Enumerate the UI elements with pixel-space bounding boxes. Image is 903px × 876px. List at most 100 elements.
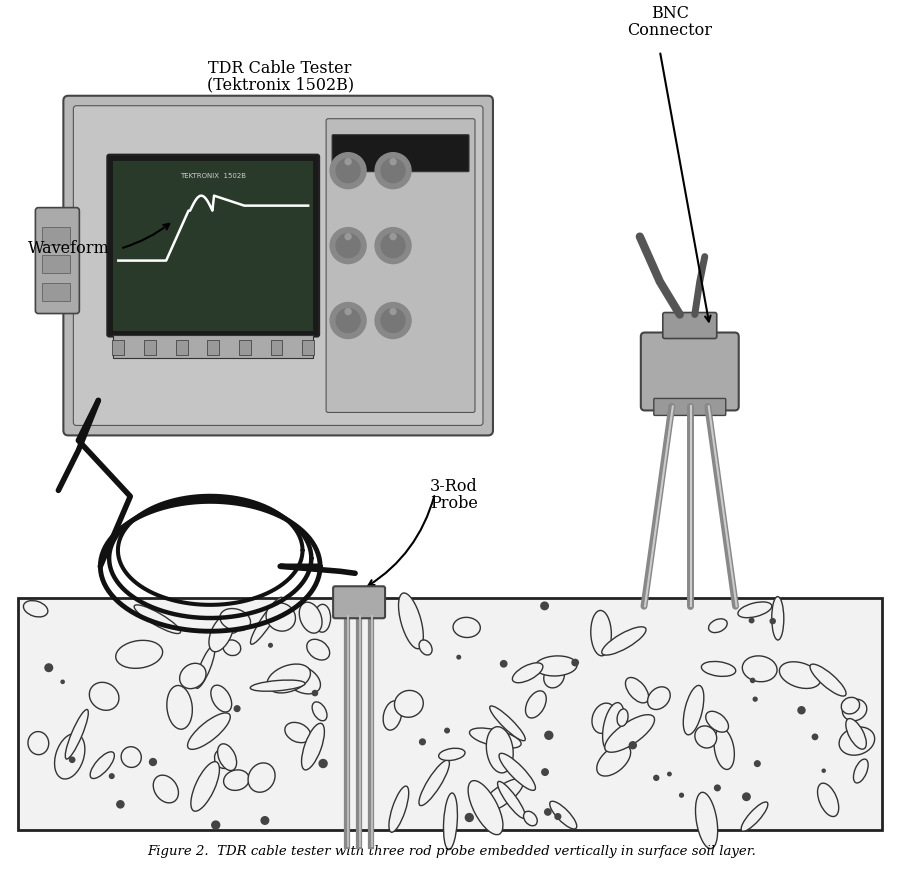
Ellipse shape xyxy=(398,593,423,649)
Ellipse shape xyxy=(705,711,728,732)
Ellipse shape xyxy=(498,753,535,790)
Circle shape xyxy=(375,228,411,264)
Circle shape xyxy=(653,775,658,781)
Ellipse shape xyxy=(625,677,647,703)
Circle shape xyxy=(545,809,550,816)
Circle shape xyxy=(572,660,578,666)
Ellipse shape xyxy=(299,602,321,633)
Ellipse shape xyxy=(771,597,783,640)
Circle shape xyxy=(754,761,759,766)
FancyBboxPatch shape xyxy=(107,155,319,336)
Bar xyxy=(42,227,70,244)
Text: 3-Rod: 3-Rod xyxy=(430,478,478,495)
Ellipse shape xyxy=(737,602,771,618)
FancyBboxPatch shape xyxy=(326,119,474,413)
Bar xyxy=(270,340,282,356)
Circle shape xyxy=(330,302,366,338)
Ellipse shape xyxy=(452,618,479,638)
Bar xyxy=(175,340,188,356)
Ellipse shape xyxy=(841,697,859,714)
Bar xyxy=(238,340,250,356)
Ellipse shape xyxy=(512,663,543,682)
Circle shape xyxy=(234,706,239,711)
Circle shape xyxy=(345,234,350,240)
Ellipse shape xyxy=(443,793,457,850)
Ellipse shape xyxy=(90,752,115,779)
Ellipse shape xyxy=(247,763,275,792)
Ellipse shape xyxy=(838,727,874,755)
Ellipse shape xyxy=(479,779,523,813)
Circle shape xyxy=(381,159,405,183)
Ellipse shape xyxy=(418,760,449,806)
Ellipse shape xyxy=(489,706,525,741)
Circle shape xyxy=(545,731,552,739)
Ellipse shape xyxy=(218,744,237,771)
Circle shape xyxy=(375,152,411,188)
Circle shape xyxy=(541,769,547,775)
Text: TEKTRONIX  1502B: TEKTRONIX 1502B xyxy=(180,173,246,179)
Circle shape xyxy=(465,814,473,822)
Ellipse shape xyxy=(265,603,295,631)
Bar xyxy=(112,340,125,356)
Ellipse shape xyxy=(596,745,630,776)
Circle shape xyxy=(336,159,359,183)
Circle shape xyxy=(389,234,396,240)
Circle shape xyxy=(319,759,327,767)
Ellipse shape xyxy=(388,786,408,832)
FancyBboxPatch shape xyxy=(113,160,312,330)
Ellipse shape xyxy=(394,690,423,717)
Ellipse shape xyxy=(195,646,215,689)
Bar xyxy=(42,283,70,300)
Text: Probe: Probe xyxy=(430,495,478,512)
Ellipse shape xyxy=(694,792,717,849)
FancyBboxPatch shape xyxy=(35,208,79,314)
Ellipse shape xyxy=(740,802,767,831)
Ellipse shape xyxy=(121,746,141,767)
Bar xyxy=(207,340,219,356)
Ellipse shape xyxy=(816,783,838,816)
Circle shape xyxy=(261,816,268,824)
Circle shape xyxy=(268,644,272,647)
Ellipse shape xyxy=(438,748,464,760)
Ellipse shape xyxy=(180,663,206,689)
Ellipse shape xyxy=(591,703,615,733)
Ellipse shape xyxy=(187,713,230,749)
Circle shape xyxy=(336,308,359,333)
Ellipse shape xyxy=(602,703,624,752)
Circle shape xyxy=(444,728,449,733)
Circle shape xyxy=(389,308,396,314)
Ellipse shape xyxy=(167,686,192,729)
Ellipse shape xyxy=(468,781,502,835)
Ellipse shape xyxy=(809,664,845,696)
Circle shape xyxy=(345,159,350,165)
Circle shape xyxy=(500,661,507,667)
Circle shape xyxy=(381,308,405,333)
Circle shape xyxy=(336,234,359,258)
Ellipse shape xyxy=(617,709,628,726)
Circle shape xyxy=(713,785,720,791)
Circle shape xyxy=(330,152,366,188)
FancyBboxPatch shape xyxy=(332,586,385,618)
Ellipse shape xyxy=(604,715,654,752)
Circle shape xyxy=(61,681,64,683)
Ellipse shape xyxy=(23,601,48,617)
Circle shape xyxy=(797,707,804,714)
Circle shape xyxy=(116,801,124,808)
FancyBboxPatch shape xyxy=(331,135,469,172)
Ellipse shape xyxy=(694,726,716,748)
Ellipse shape xyxy=(852,759,867,783)
Ellipse shape xyxy=(65,710,88,759)
Ellipse shape xyxy=(154,775,178,803)
Ellipse shape xyxy=(134,604,181,633)
Circle shape xyxy=(554,814,560,819)
Ellipse shape xyxy=(219,609,250,631)
Ellipse shape xyxy=(497,781,525,818)
Bar xyxy=(18,598,880,830)
Text: Waveform: Waveform xyxy=(28,240,110,257)
Circle shape xyxy=(457,655,460,659)
Ellipse shape xyxy=(523,811,536,826)
Bar xyxy=(113,335,312,358)
Circle shape xyxy=(749,618,753,623)
Ellipse shape xyxy=(223,770,249,790)
Ellipse shape xyxy=(591,611,610,656)
